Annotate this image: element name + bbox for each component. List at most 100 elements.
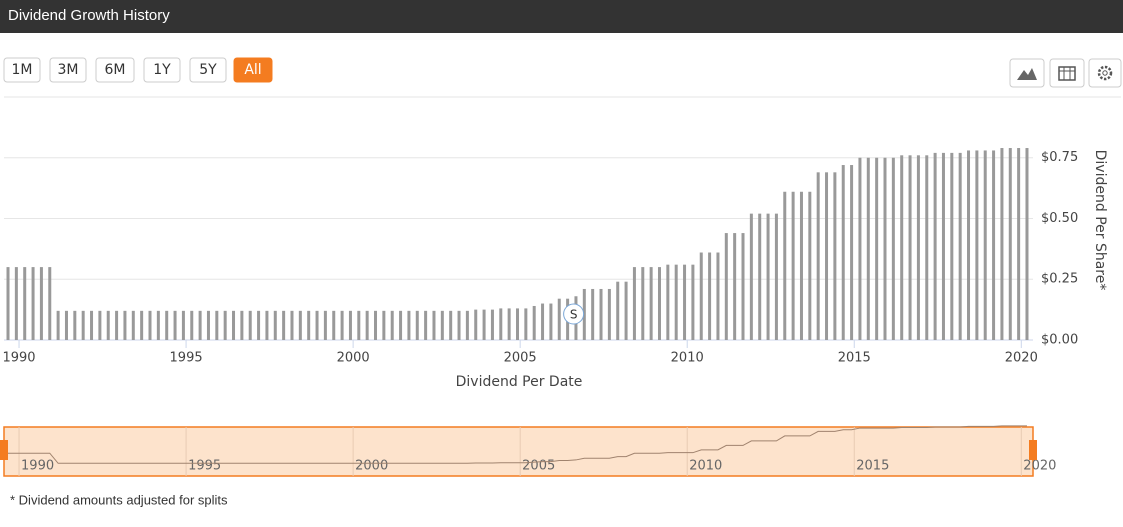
chart-type-button[interactable] <box>1009 58 1045 88</box>
bar <box>340 310 344 340</box>
bar <box>666 264 670 340</box>
bar <box>616 281 620 340</box>
range-button[interactable] <box>143 57 181 83</box>
table-icon-lines <box>1059 67 1075 80</box>
x-tick-label: 1990 <box>2 351 35 366</box>
bar <box>708 252 712 340</box>
x-tick-label: 2000 <box>337 351 370 366</box>
bar <box>181 310 185 340</box>
split-marker[interactable] <box>563 303 585 325</box>
bar <box>699 252 703 340</box>
bar <box>198 310 202 340</box>
x-tick-label: 2015 <box>838 351 871 366</box>
bar <box>490 309 494 340</box>
bar <box>56 310 60 340</box>
range-button-label: 1M <box>12 62 33 78</box>
header-title: Dividend Growth History <box>8 7 170 24</box>
range-button[interactable] <box>95 57 135 83</box>
bar <box>457 310 461 340</box>
x-tick-label: 1995 <box>170 351 203 366</box>
x-tick-label: 2005 <box>504 351 537 366</box>
table-icon <box>1058 66 1076 81</box>
bar <box>14 267 18 340</box>
bar <box>140 310 144 340</box>
navigator-tick-label: 1990 <box>21 459 54 474</box>
settings-icon <box>1097 65 1113 81</box>
bar <box>816 172 820 340</box>
bar <box>6 267 10 340</box>
bar <box>374 310 378 340</box>
bar <box>524 308 528 340</box>
bar <box>683 264 687 340</box>
bar <box>465 310 469 340</box>
bar <box>215 310 219 340</box>
range-button[interactable] <box>49 57 87 83</box>
bar <box>649 267 653 340</box>
bar <box>23 267 27 340</box>
bar <box>240 310 244 340</box>
bar <box>833 172 837 340</box>
bar <box>315 310 319 340</box>
bar <box>390 310 394 340</box>
bar <box>123 310 127 340</box>
bar <box>482 309 486 340</box>
range-button[interactable] <box>3 57 41 83</box>
bar <box>106 310 110 340</box>
range-button[interactable] <box>189 57 227 83</box>
bar <box>975 150 979 340</box>
bar <box>607 288 611 340</box>
bar <box>223 310 227 340</box>
bar <box>741 233 745 340</box>
navigator-handle-right[interactable] <box>1029 440 1037 460</box>
bar <box>925 155 929 340</box>
table-button[interactable] <box>1049 58 1085 88</box>
navigator-handle-left[interactable] <box>0 440 8 460</box>
range-buttons: 1M 3M 6M 1Y 5Y All <box>3 57 273 83</box>
bar <box>298 310 302 340</box>
x-tick-label: 2010 <box>671 351 704 366</box>
settings-button[interactable] <box>1088 58 1122 88</box>
bar <box>232 310 236 340</box>
bar <box>382 310 386 340</box>
bar <box>399 310 403 340</box>
bar <box>674 264 678 340</box>
bar <box>156 310 160 340</box>
bar <box>507 308 511 340</box>
bar <box>791 191 795 340</box>
bar <box>841 165 845 340</box>
bar <box>582 288 586 340</box>
bar <box>81 310 85 340</box>
range-button-label: All <box>244 62 261 78</box>
navigator-tick-label: 2010 <box>689 459 722 474</box>
bar <box>908 155 912 340</box>
bar <box>766 213 770 340</box>
plot-area: $0.00 $0.25 $0.50 $0.75 1990 1995 2000 2005 2010… <box>2 148 1078 366</box>
range-button-label: 1Y <box>153 62 171 78</box>
bar <box>165 310 169 340</box>
bar <box>307 310 311 340</box>
bar <box>64 310 68 340</box>
navigator-tick-label: 2000 <box>355 459 388 474</box>
bar <box>983 150 987 340</box>
bar <box>808 191 812 340</box>
settings-icon-center <box>1102 70 1108 76</box>
bar <box>858 157 862 340</box>
split-marker-label: S <box>570 308 578 322</box>
y-tick-label: $0.50 <box>1041 211 1078 226</box>
bar <box>883 157 887 340</box>
range-button[interactable] <box>233 57 273 83</box>
bar <box>1025 148 1029 340</box>
bar <box>290 310 294 340</box>
y-tick-label: $0.00 <box>1041 333 1078 348</box>
bar <box>933 152 937 340</box>
bar <box>875 157 879 340</box>
bar <box>48 267 52 340</box>
navigator-tick-label: 2005 <box>522 459 555 474</box>
bar <box>641 267 645 340</box>
navigator-tick-label: 2020 <box>1023 459 1056 474</box>
navigator-tick-label: 2015 <box>856 459 889 474</box>
bar <box>131 310 135 340</box>
bar <box>148 310 152 340</box>
bar <box>749 213 753 340</box>
